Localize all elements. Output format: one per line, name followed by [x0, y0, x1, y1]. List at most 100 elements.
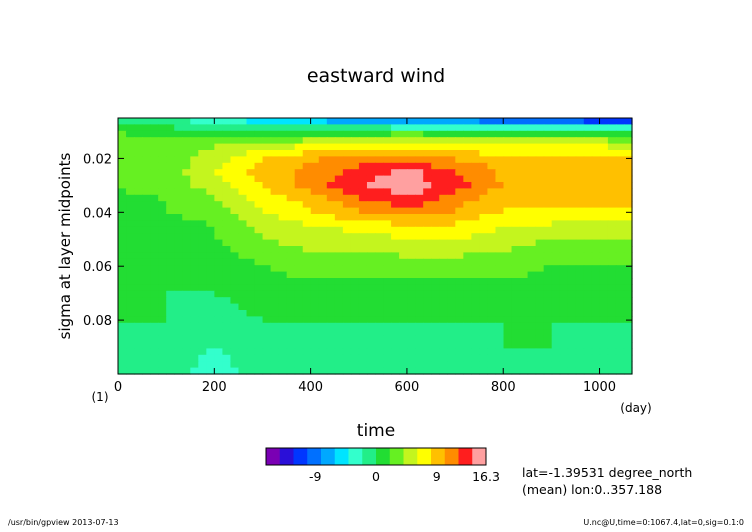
- heatmap-cell: [463, 258, 472, 266]
- heatmap-cell: [294, 290, 304, 298]
- heatmap-cell: [350, 124, 360, 132]
- heatmap-cell: [262, 348, 272, 356]
- heatmap-cell: [278, 329, 288, 337]
- heatmap-cell: [262, 137, 272, 145]
- heatmap-cell: [575, 182, 585, 189]
- heatmap-cell: [583, 297, 593, 305]
- heatmap-cell: [318, 271, 328, 279]
- heatmap-cell: [391, 207, 400, 215]
- heatmap-cell: [383, 207, 392, 215]
- heatmap-cell: [423, 303, 432, 311]
- heatmap-cell: [286, 284, 296, 292]
- heatmap-cell: [142, 342, 151, 349]
- heatmap-cell: [238, 246, 248, 253]
- heatmap-cell: [278, 137, 288, 145]
- heatmap-cell: [150, 322, 159, 330]
- heatmap-cell: [302, 246, 312, 253]
- heatmap-cell: [495, 303, 505, 311]
- heatmap-cell: [391, 169, 400, 177]
- heatmap-cell: [166, 297, 175, 305]
- heatmap-cell: [439, 252, 448, 260]
- heatmap-cell: [150, 137, 159, 145]
- heatmap-cell: [567, 182, 577, 189]
- heatmap-cell: [487, 118, 497, 125]
- heatmap-cell: [302, 188, 312, 196]
- heatmap-cell: [214, 201, 224, 209]
- heatmap-cell: [415, 194, 424, 202]
- heatmap-cell: [479, 194, 489, 202]
- heatmap-cell: [423, 361, 432, 369]
- heatmap-cell: [318, 124, 328, 132]
- heatmap-cell: [527, 226, 537, 234]
- heatmap-cell: [270, 162, 280, 170]
- heatmap-cell: [535, 258, 545, 266]
- heatmap-cell: [583, 322, 593, 330]
- heatmap-cell: [383, 284, 392, 292]
- heatmap-cell: [350, 239, 360, 247]
- heatmap-cell: [503, 258, 513, 266]
- heatmap-cell: [278, 290, 288, 298]
- heatmap-cell: [543, 220, 553, 228]
- heatmap-cell: [326, 342, 336, 349]
- heatmap-cell: [134, 226, 143, 234]
- heatmap-cell: [262, 239, 272, 247]
- heatmap-cell: [551, 284, 561, 292]
- heatmap-cell: [415, 354, 424, 362]
- heatmap-cell: [487, 278, 497, 285]
- heatmap-cell: [150, 252, 159, 260]
- heatmap-cell: [334, 271, 344, 279]
- heatmap-cell: [118, 278, 127, 285]
- heatmap-cell: [158, 143, 167, 151]
- heatmap-cell: [334, 265, 344, 273]
- heatmap-cell: [302, 182, 312, 189]
- heatmap-cell: [383, 361, 392, 369]
- heatmap-cell: [318, 194, 328, 202]
- heatmap-cell: [487, 130, 497, 138]
- heatmap-cell: [511, 226, 521, 234]
- heatmap-cell: [326, 233, 336, 241]
- heatmap-cell: [174, 226, 183, 234]
- heatmap-cell: [599, 278, 609, 285]
- heatmap-cell: [182, 342, 191, 349]
- heatmap-cell: [302, 207, 312, 215]
- heatmap-cell: [118, 252, 127, 260]
- heatmap-cell: [246, 348, 256, 356]
- heatmap-cell: [591, 194, 601, 202]
- heatmap-cell: [511, 335, 521, 343]
- heatmap-cell: [366, 207, 376, 215]
- heatmap-cell: [431, 143, 440, 151]
- heatmap-cell: [487, 137, 497, 145]
- heatmap-cell: [479, 329, 489, 337]
- heatmap-cell: [158, 201, 167, 209]
- heatmap-cell: [519, 220, 529, 228]
- heatmap-cell: [358, 143, 368, 151]
- heatmap-cell: [391, 226, 400, 234]
- heatmap-cell: [174, 201, 183, 209]
- heatmap-cell: [230, 188, 240, 196]
- heatmap-cell: [495, 233, 505, 241]
- heatmap-cell: [294, 278, 304, 285]
- heatmap-cell: [318, 342, 328, 349]
- x-ticks: 0 200 400 600 800 1000: [114, 118, 616, 395]
- heatmap-cell: [519, 175, 529, 183]
- heatmap-cell: [607, 214, 617, 221]
- heatmap-cell: [407, 367, 416, 375]
- heatmap-cell: [198, 354, 207, 362]
- heatmap-cell: [399, 233, 408, 241]
- heatmap-cell: [455, 354, 464, 362]
- heatmap-cell: [358, 150, 368, 157]
- heatmap-cell: [503, 354, 513, 362]
- heatmap-cell: [423, 118, 432, 125]
- heatmap-cell: [358, 194, 368, 202]
- heatmap-cell: [471, 322, 481, 330]
- heatmap-cell: [519, 297, 529, 305]
- heatmap-cell: [623, 150, 633, 157]
- heatmap-cell: [543, 367, 553, 375]
- heatmap-cell: [575, 143, 585, 151]
- heatmap-cell: [174, 182, 183, 189]
- heatmap-cell: [214, 239, 224, 247]
- heatmap-cell: [150, 188, 159, 196]
- heatmap-cell: [503, 335, 513, 343]
- heatmap-cell: [174, 342, 183, 349]
- heatmap-cell: [471, 278, 481, 285]
